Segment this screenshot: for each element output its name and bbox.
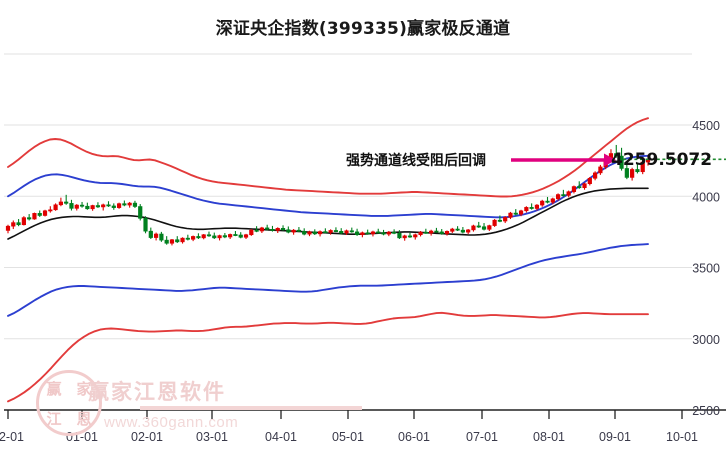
last-price-label: 4259.5072 <box>611 150 713 170</box>
page-title: 深证央企指数(399335)赢家极反通道 <box>215 19 511 39</box>
seal-char-3: 江 <box>46 409 62 428</box>
candlestick-series <box>5 144 651 246</box>
x-tick-label: 04-01 <box>265 430 297 444</box>
y-tick-label: 3000 <box>692 333 720 347</box>
x-tick-label: 10-01 <box>666 430 698 444</box>
x-tick-label: 08-01 <box>533 430 565 444</box>
x-tick-label: 03-01 <box>196 430 228 444</box>
channel-band-lines <box>7 117 649 403</box>
watermark-bar <box>140 406 362 410</box>
watermark-seal-logo: 赢 家 江 恩 <box>36 370 102 436</box>
x-axis-tick-labels: 12-0101-0102-0103-0104-0105-0106-0107-01… <box>0 430 698 444</box>
y-tick-label: 4500 <box>692 119 720 133</box>
seal-char-4: 恩 <box>76 409 92 428</box>
x-tick-label: 12-01 <box>0 430 24 444</box>
seal-char-1: 赢 <box>46 379 62 398</box>
x-tick-label: 02-01 <box>131 430 163 444</box>
y-tick-label: 4000 <box>692 190 720 204</box>
x-tick-label: 07-01 <box>466 430 498 444</box>
y-tick-label: 3500 <box>692 262 720 276</box>
y-axis-tick-labels: 4500 4000 3500 3000 2500 <box>692 119 720 418</box>
annotation-label: 强势通道线受阻后回调 <box>346 153 486 169</box>
axes <box>4 53 726 419</box>
annotation-arrow <box>511 153 616 167</box>
watermark-brand: 赢家江恩软件 <box>88 380 226 404</box>
x-tick-label: 06-01 <box>398 430 430 444</box>
x-tick-label: 05-01 <box>332 430 364 444</box>
y-tick-label: 2500 <box>692 404 720 418</box>
x-tick-label: 09-01 <box>599 430 631 444</box>
watermark-url: www.360gann.com <box>104 414 239 431</box>
seal-char-2: 家 <box>76 379 92 398</box>
